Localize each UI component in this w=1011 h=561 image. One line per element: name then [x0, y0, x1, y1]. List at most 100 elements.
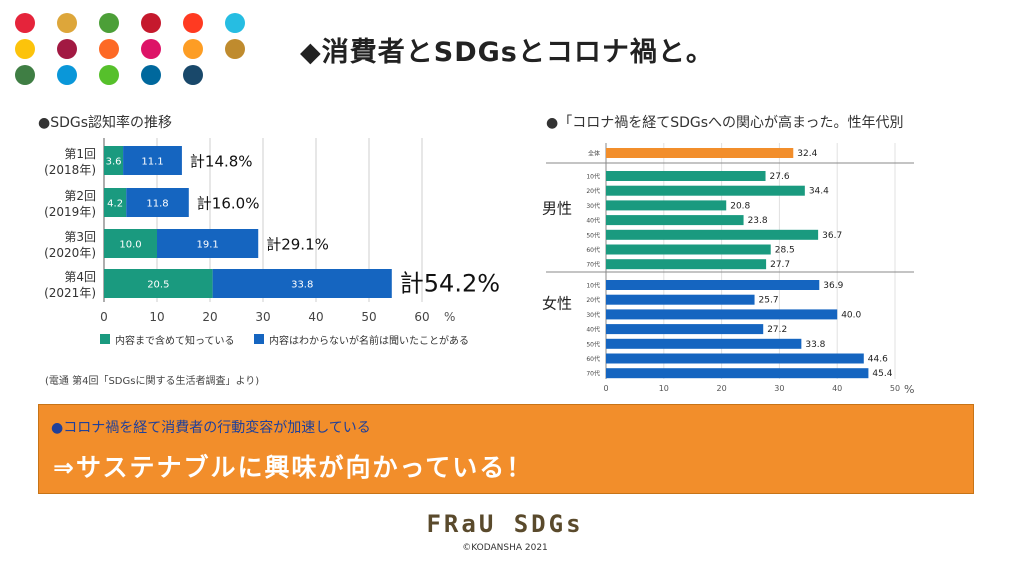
- bar: [606, 309, 838, 320]
- bar: [606, 229, 819, 240]
- bar-segment: [104, 229, 157, 258]
- category-year-label: (2021年): [44, 286, 96, 300]
- x-tick-label: 60: [414, 310, 429, 324]
- category-label: 第2回: [64, 189, 96, 203]
- bar: [606, 259, 767, 270]
- bar: [606, 185, 805, 196]
- category-label: 第1回: [64, 147, 96, 161]
- x-tick-label: 0: [603, 384, 608, 393]
- bar-value-label: 36.7: [822, 231, 842, 241]
- sdg-dot: [225, 13, 245, 33]
- bar: [606, 338, 802, 349]
- x-tick-label: 10: [149, 310, 164, 324]
- bar-value-label: 32.4: [797, 149, 817, 159]
- bar-value-label: 27.2: [767, 325, 787, 335]
- bar-value-label: 34.4: [809, 187, 829, 197]
- sdg-dot: [99, 13, 119, 33]
- bar-value-label: 44.6: [868, 355, 888, 365]
- bar: [606, 353, 864, 364]
- category-label: 70代: [586, 261, 600, 269]
- bar-value-label: 28.5: [775, 246, 795, 256]
- bar-total-label: 計54.2%: [400, 270, 500, 298]
- x-unit-label: %: [904, 383, 914, 396]
- sdg-dot: [141, 39, 161, 59]
- bar: [606, 215, 744, 226]
- bar-value-label: 36.9: [823, 281, 843, 291]
- bar-segment: [212, 269, 392, 298]
- sdg-dot: [99, 39, 119, 59]
- sdg-dot: [57, 39, 77, 59]
- legend-label: 内容はわからないが名前は聞いたことがある: [269, 334, 469, 347]
- bar-value-label: 23.8: [748, 216, 768, 226]
- sdg-dot: [15, 39, 35, 59]
- sdg-dot: [141, 65, 161, 85]
- sdg-dot: [99, 65, 119, 85]
- x-tick-label: 50: [361, 310, 376, 324]
- awareness-stacked-bar-chart: 0 10 20 30 40 50 60 % 第1回 (2018年) 3.6 11.1 計14.8% 第2回…: [44, 138, 500, 347]
- category-year-label: (2019年): [44, 205, 96, 219]
- bar-segment: [104, 188, 127, 217]
- bar-segment: [123, 146, 182, 175]
- sdg-dot: [15, 13, 35, 33]
- bar-value-label: 20.5: [147, 280, 169, 291]
- bar-total-label: 計29.1%: [266, 236, 329, 254]
- bar-value-label: 11.1: [141, 157, 163, 168]
- sdg-dot: [183, 65, 203, 85]
- category-label: 60代: [586, 246, 600, 254]
- legend-swatch: [100, 334, 110, 344]
- sdg-dot: [225, 39, 245, 59]
- conclusion-banner: ●コロナ禍を経て消費者の行動変容が加速している ⇒サステナブルに興味が向かってい…: [38, 404, 974, 494]
- category-label: 10代: [586, 282, 600, 290]
- bar-value-label: 33.8: [291, 280, 313, 291]
- category-label: 20代: [586, 296, 600, 304]
- bar-value-label: 4.2: [107, 199, 123, 210]
- group-label: 男性: [542, 199, 572, 217]
- category-label: 50代: [586, 340, 600, 348]
- category-label: 40代: [586, 326, 600, 334]
- bar-value-label: 19.1: [196, 240, 218, 251]
- x-tick-label: 0: [100, 310, 108, 324]
- x-unit-label: %: [444, 310, 455, 324]
- category-year-label: (2020年): [44, 246, 96, 260]
- frau-sdgs-logo: FRaU SDGs: [426, 510, 584, 538]
- sdg-dot: [15, 65, 35, 85]
- category-label: 全体: [588, 150, 600, 158]
- group-label: 女性: [542, 294, 572, 312]
- bar-value-label: 10.0: [119, 240, 141, 251]
- left-chart-title: ●SDGs認知率の推移: [38, 115, 173, 131]
- category-label: 第4回: [64, 270, 96, 284]
- bar-total-label: 計16.0%: [197, 195, 260, 213]
- category-label: 60代: [586, 355, 600, 363]
- bar: [606, 148, 794, 158]
- source-note: (電通 第4回「SDGsに関する生活者調査」より): [45, 376, 260, 387]
- x-tick-label: 40: [832, 384, 842, 393]
- bar-value-label: 20.8: [730, 201, 750, 211]
- bar-total-label: 計14.8%: [190, 153, 253, 171]
- bar-segment: [104, 146, 124, 175]
- legend-label: 内容まで含めて知っている: [115, 334, 235, 347]
- bar-value-label: 27.6: [770, 172, 790, 182]
- banner-line1: ●コロナ禍を経て消費者の行動変容が加速している: [51, 420, 371, 436]
- sdg-dot: [183, 39, 203, 59]
- x-tick-label: 30: [774, 384, 784, 393]
- sdg-color-dots: [15, 13, 245, 85]
- bar: [606, 171, 766, 181]
- category-label: 50代: [586, 231, 600, 239]
- bar-segment: [157, 229, 259, 258]
- interest-by-gender-age-chart: 0 10 20 30 40 50 % 全体 32.4 10代 27.6 20代 34.4 30代 20.8 4…: [542, 143, 914, 396]
- bar-value-label: 11.8: [146, 199, 168, 210]
- legend-swatch: [254, 334, 264, 344]
- bar-value-label: 3.6: [106, 157, 122, 168]
- sdg-dot: [57, 65, 77, 85]
- category-label: 20代: [586, 187, 600, 195]
- x-tick-label: 30: [255, 310, 270, 324]
- bar-value-label: 33.8: [805, 340, 825, 350]
- x-tick-label: 20: [202, 310, 217, 324]
- banner-line2: ⇒サステナブルに興味が向かっている！: [53, 453, 534, 482]
- x-tick-label: 20: [717, 384, 727, 393]
- bar-segment: [104, 269, 213, 298]
- x-tick-label: 40: [308, 310, 323, 324]
- bar: [606, 368, 869, 379]
- bar: [606, 294, 755, 305]
- category-label: 40代: [586, 217, 600, 225]
